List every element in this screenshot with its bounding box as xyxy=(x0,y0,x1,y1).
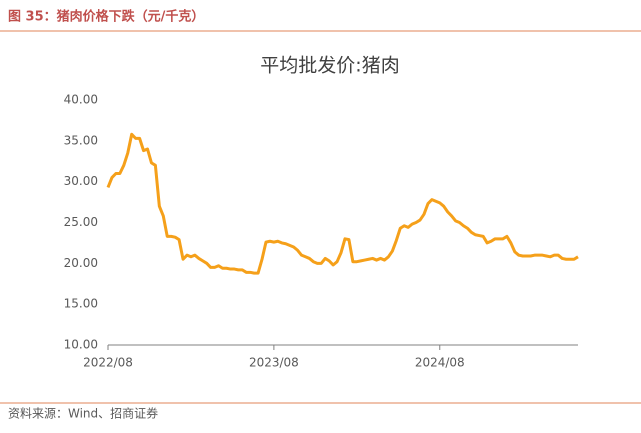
figure-title: 图 35：猪肉价格下跌（元/千克） xyxy=(8,9,204,25)
source-note: 资料来源：Wind、招商证券 xyxy=(8,406,158,421)
y-tick-label: 30.00 xyxy=(64,174,98,188)
x-tick-label: 2024/08 xyxy=(415,356,465,370)
y-tick-label: 35.00 xyxy=(64,133,98,147)
y-tick-label: 15.00 xyxy=(64,297,98,311)
data-line xyxy=(106,132,579,275)
y-tick-label: 40.00 xyxy=(64,93,98,107)
y-tick-label: 25.00 xyxy=(64,215,98,229)
x-tick-label: 2022/08 xyxy=(83,356,133,370)
x-tick-label: 2023/08 xyxy=(249,356,299,370)
y-tick-label: 10.00 xyxy=(64,338,98,352)
y-tick-label: 20.00 xyxy=(64,256,98,270)
chart-title: 平均批发价:猪肉 xyxy=(260,55,399,77)
